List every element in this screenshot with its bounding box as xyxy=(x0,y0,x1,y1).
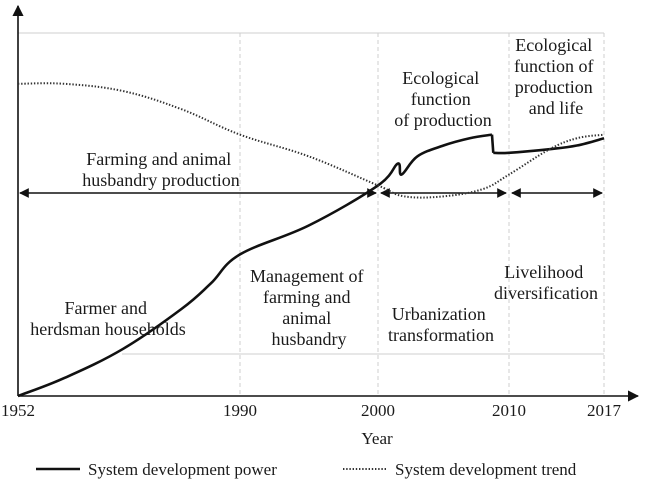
series-line-trend xyxy=(17,82,605,199)
x-tick-label-2000: 2000 xyxy=(361,401,395,420)
legend-label-power: System development power xyxy=(88,460,277,479)
series xyxy=(17,82,605,398)
annotation-urbanization: Urbanization transformation xyxy=(388,304,494,345)
annotation-livelihood: Livelihood diversification xyxy=(494,262,598,303)
x-tick-label-1990: 1990 xyxy=(223,401,257,420)
x-tick-label-1952: 1952 xyxy=(1,401,35,420)
annotation-farmer-households: Farmer and herdsman households xyxy=(30,298,185,339)
annotations: Farming and animal husbandry production … xyxy=(30,35,598,349)
annotation-management: Management of farming and animal husband… xyxy=(250,266,368,349)
annotation-ecological-production: Ecological function of production xyxy=(394,68,491,130)
x-tick-label-2017: 2017 xyxy=(587,401,622,420)
annotation-farming-production: Farming and animal husbandry production xyxy=(82,149,239,190)
grid xyxy=(18,32,605,396)
axes xyxy=(12,4,640,402)
annotation-ecological-life: Ecological function of production and li… xyxy=(514,35,598,118)
x-axis-title: Year xyxy=(361,429,393,448)
legend: System development power System developm… xyxy=(36,460,577,479)
x-ticks: 1952 1990 2000 2010 2017 xyxy=(1,401,622,420)
legend-label-trend: System development trend xyxy=(395,460,577,479)
x-tick-label-2010: 2010 xyxy=(492,401,526,420)
